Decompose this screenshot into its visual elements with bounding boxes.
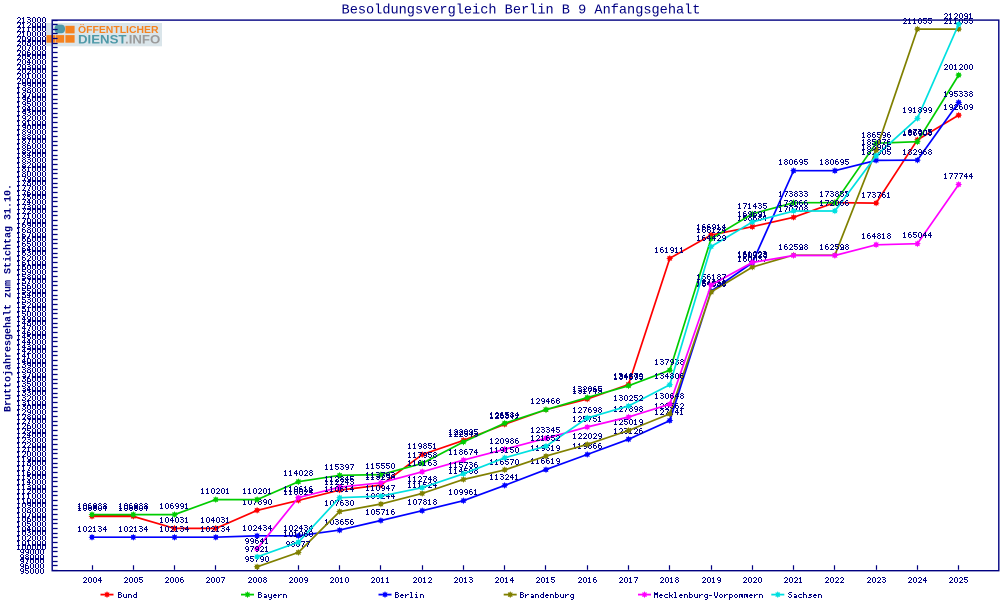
svg-text:Besoldungsvergleich Berlin B 9: Besoldungsvergleich Berlin B 9 Anfangsge… [342, 3, 701, 18]
svg-text:ÖFFENTLICHER: ÖFFENTLICHER [78, 23, 159, 36]
svg-text:Bruttojahresgehalt zum Stichta: Bruttojahresgehalt zum Stichtag 31.10. [3, 184, 15, 412]
svg-text:DIENST.INFO: DIENST .INFO [78, 32, 161, 46]
